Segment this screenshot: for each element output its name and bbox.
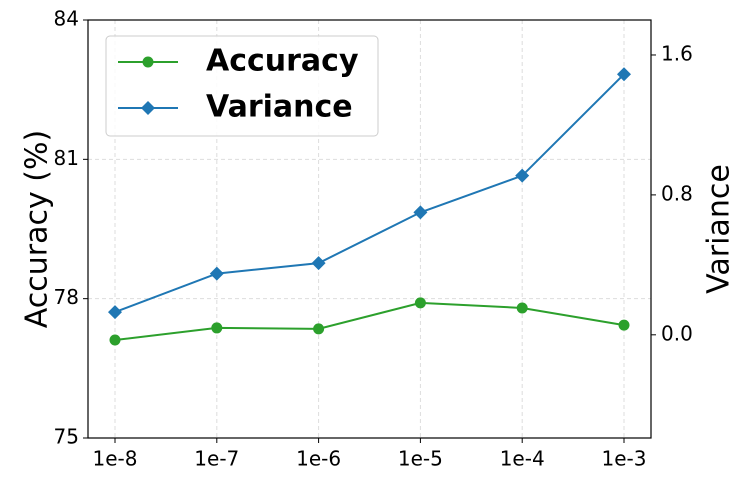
x-tick-label: 1e-6 <box>296 447 341 471</box>
y2-tick-label: 0.0 <box>661 321 693 345</box>
y-tick-label: 78 <box>54 285 79 309</box>
marker <box>141 101 155 115</box>
x-tick-label: 1e-5 <box>398 447 443 471</box>
marker <box>211 322 223 334</box>
y-tick-label: 75 <box>54 425 79 449</box>
marker <box>516 302 528 314</box>
marker <box>617 67 631 82</box>
x-tick-label: 1e-7 <box>194 447 239 471</box>
x-tick-label: 1e-8 <box>93 447 138 471</box>
marker <box>515 168 530 183</box>
legend-label: Accuracy <box>206 44 359 79</box>
marker <box>311 256 326 271</box>
marker <box>109 334 121 346</box>
marker <box>618 319 630 331</box>
y-axis-label: Accuracy (%) <box>20 130 55 328</box>
series-line <box>114 73 625 314</box>
legend-label: Variance <box>206 90 353 125</box>
series-line <box>114 301 625 341</box>
marker <box>142 56 154 68</box>
y2-axis-label: Variance <box>702 164 737 294</box>
y2-tick-label: 1.6 <box>661 41 693 65</box>
y-tick-label: 81 <box>54 146 79 170</box>
x-tick-label: 1e-4 <box>500 447 545 471</box>
marker <box>414 297 426 309</box>
marker <box>209 266 224 281</box>
marker <box>108 305 122 320</box>
marker <box>313 323 325 335</box>
y2-tick-label: 0.8 <box>661 181 693 205</box>
x-tick-label: 1e-3 <box>602 447 647 471</box>
plot-frame <box>87 19 652 439</box>
marker <box>413 205 428 220</box>
y-tick-label: 84 <box>54 7 79 31</box>
